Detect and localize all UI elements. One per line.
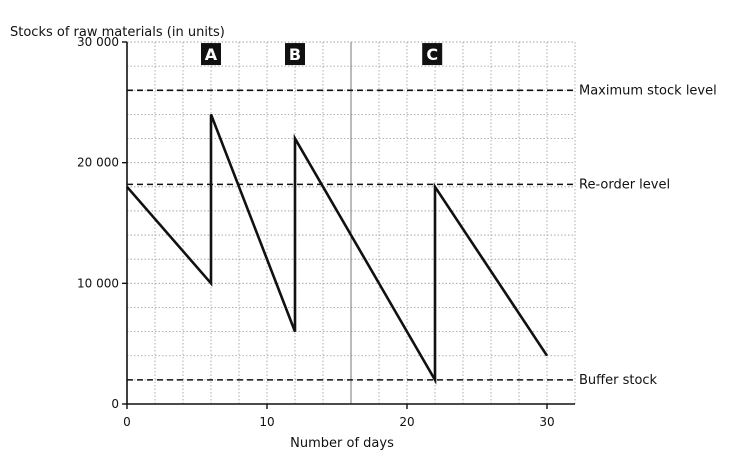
x-tick-label: 0 (123, 415, 131, 429)
reference-lines: Maximum stock level Re-order level Buffer … (127, 83, 717, 388)
y-tick-label: 0 (111, 397, 119, 411)
axes (122, 41, 575, 409)
series (126, 113, 549, 385)
y-tick-label: 10 000 (77, 276, 119, 290)
period-box (422, 43, 443, 66)
y-tick-label: 30 000 (77, 35, 119, 49)
reference-line-label: Maximum stock level (579, 83, 717, 98)
x-tick-label: 30 (539, 415, 554, 429)
period-box (285, 43, 305, 66)
period-label: A (205, 45, 218, 64)
x-tick-label: 10 (259, 415, 274, 429)
period-box (201, 43, 221, 66)
stock-level-line (126, 113, 549, 385)
reference-line-label: Re-order level (579, 177, 670, 192)
x-axis-title: Number of days (290, 436, 394, 451)
reference-line-label: Buffer stock (579, 373, 658, 388)
y-tick-label: 20 000 (77, 156, 119, 170)
period-label: C (426, 45, 438, 64)
period-labels: A B C (201, 43, 443, 66)
y-axis-title: Stocks of raw materials (in units) (10, 25, 225, 40)
labels: Stocks of raw materials (in units) Numbe… (10, 25, 555, 451)
period-label: B (289, 45, 301, 64)
x-tick-label: 20 (399, 415, 414, 429)
